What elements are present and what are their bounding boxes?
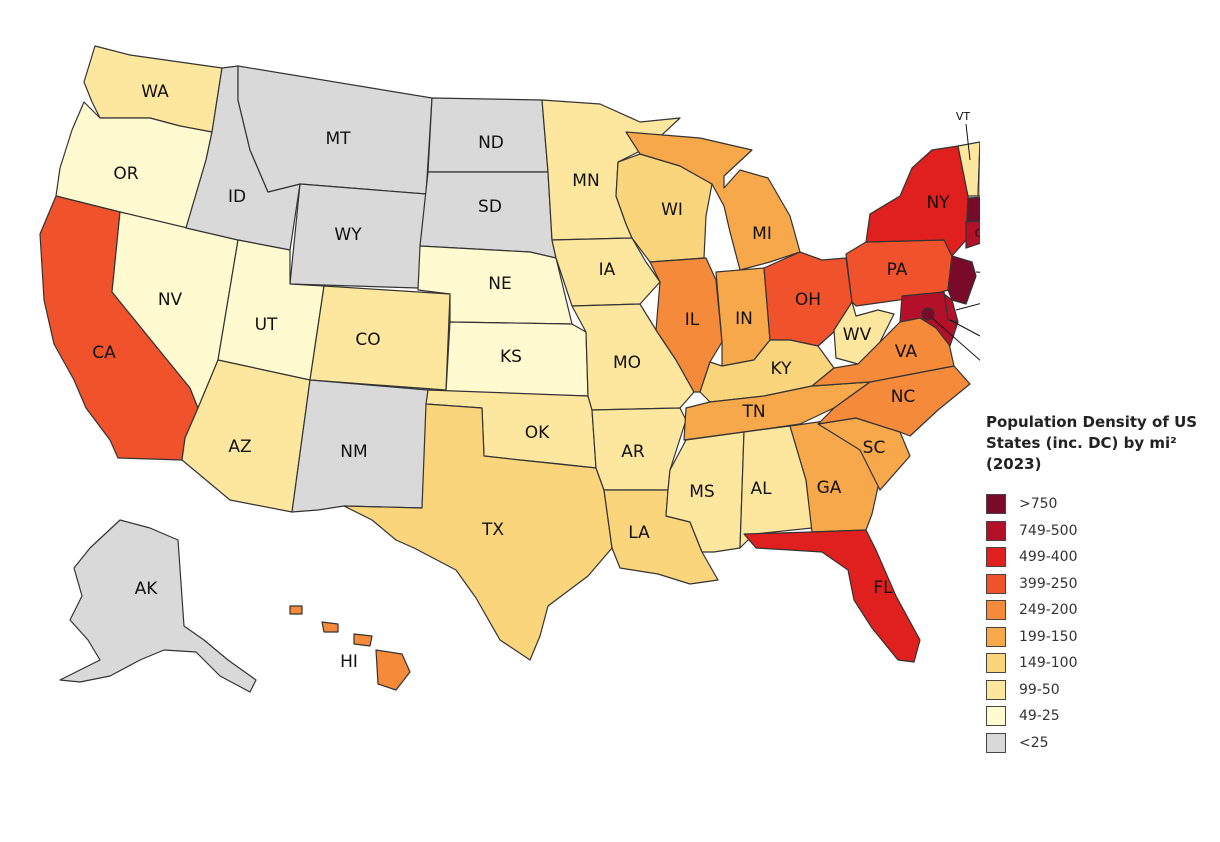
state-mo[interactable]: [571, 303, 695, 411]
legend-swatch: [986, 494, 1006, 515]
label-ga: GA: [817, 478, 842, 498]
legend-item: 249-200: [986, 597, 1206, 624]
label-id: ID: [228, 187, 246, 207]
legend-item: 99-50: [986, 677, 1206, 704]
legend-swatch: [986, 679, 1006, 700]
label-ct: CT: [975, 227, 980, 240]
label-ca: CA: [92, 343, 116, 363]
label-nc: NC: [891, 387, 916, 407]
label-co: CO: [355, 330, 380, 350]
label-nm: NM: [340, 442, 367, 462]
legend-item: 499-400: [986, 544, 1206, 571]
state-dc[interactable]: [921, 307, 935, 321]
label-nv: NV: [158, 290, 183, 310]
legend-items: >750 749-500 499-400 399-250 249-200 199-150 1…: [986, 491, 1206, 756]
legend-label: 399-250: [1019, 575, 1078, 592]
label-wa: WA: [141, 82, 169, 102]
label-sd: SD: [478, 197, 502, 217]
label-sc: SC: [863, 438, 886, 458]
label-az: AZ: [228, 437, 251, 457]
legend-swatch: [986, 706, 1006, 727]
state-fl[interactable]: [743, 529, 921, 663]
hi-island-maui: [353, 633, 373, 647]
label-mi: MI: [752, 224, 772, 244]
label-ia: IA: [599, 260, 616, 280]
label-wv: WV: [843, 325, 872, 345]
legend-title: Population Density of US States (inc. DC…: [986, 413, 1198, 473]
legend-label: 499-400: [1019, 549, 1078, 566]
label-oh: OH: [795, 290, 821, 310]
legend-label: >750: [1019, 496, 1058, 513]
label-tn: TN: [741, 402, 765, 422]
label-wi: WI: [661, 200, 683, 220]
legend-swatch: [986, 573, 1006, 594]
legend-label: <25: [1019, 734, 1049, 751]
legend-item: 199-150: [986, 624, 1206, 651]
legend-item: <25: [986, 730, 1206, 757]
legend-label: 49-25: [1019, 708, 1060, 725]
label-nd: ND: [478, 133, 504, 153]
legend-swatch: [986, 600, 1006, 621]
legend-item: 149-100: [986, 650, 1206, 677]
legend-swatch: [986, 626, 1006, 647]
leader-de: [955, 303, 980, 311]
state-nh[interactable]: [977, 132, 980, 197]
label-al: AL: [750, 479, 772, 499]
legend-label: 99-50: [1019, 681, 1060, 698]
label-hi: HI: [340, 652, 358, 672]
label-fl: FL: [873, 578, 893, 598]
state-ny[interactable]: [865, 145, 969, 257]
state-nj[interactable]: [947, 255, 977, 305]
label-ky: KY: [771, 359, 793, 379]
label-mn: MN: [572, 171, 599, 191]
label-ok: OK: [525, 423, 550, 443]
hi-island-kauai: [289, 605, 303, 615]
label-pa: PA: [887, 260, 908, 280]
label-ks: KS: [500, 347, 522, 367]
legend-label: 149-100: [1019, 655, 1078, 672]
label-ar: AR: [621, 442, 645, 462]
legend-item: 49-25: [986, 703, 1206, 730]
legend: Population Density of US States (inc. DC…: [986, 412, 1206, 756]
leader-nj: [975, 271, 980, 273]
label-la: LA: [628, 523, 650, 543]
state-ct[interactable]: [965, 220, 980, 249]
label-tx: TX: [481, 520, 504, 540]
state-tx[interactable]: [343, 403, 613, 661]
label-mt: MT: [325, 129, 351, 149]
legend-swatch: [986, 732, 1006, 753]
legend-swatch: [986, 547, 1006, 568]
label-va: VA: [895, 342, 918, 362]
label-ut: UT: [255, 315, 278, 335]
legend-item: 749-500: [986, 518, 1206, 545]
state-ak[interactable]: [59, 519, 257, 693]
leader-dc: [931, 317, 980, 361]
hi-island-oahu: [321, 621, 339, 633]
label-in: IN: [735, 309, 753, 329]
label-ms: MS: [689, 482, 714, 502]
label-il: IL: [685, 310, 700, 330]
legend-swatch: [986, 520, 1006, 541]
label-ne: NE: [488, 274, 511, 294]
label-or: OR: [113, 164, 138, 184]
state-wv[interactable]: [833, 301, 895, 365]
legend-label: 749-500: [1019, 522, 1078, 539]
legend-item: >750: [986, 491, 1206, 518]
legend-swatch: [986, 653, 1006, 674]
leader-md: [949, 319, 980, 337]
legend-label: 199-150: [1019, 628, 1078, 645]
label-ak: AK: [135, 579, 159, 599]
label-ny: NY: [926, 193, 950, 213]
label-mo: MO: [613, 353, 641, 373]
leader-vt: [965, 123, 971, 161]
legend-label: 249-200: [1019, 602, 1078, 619]
label-vt: VT: [956, 110, 971, 123]
state-ma[interactable]: [967, 196, 980, 223]
label-wy: WY: [334, 225, 362, 245]
state-hi[interactable]: [375, 649, 411, 691]
legend-item: 399-250: [986, 571, 1206, 598]
us-population-density-map: WA OR CA NV ID MT WY UT AZ CO NM ND SD N…: [39, 45, 980, 693]
